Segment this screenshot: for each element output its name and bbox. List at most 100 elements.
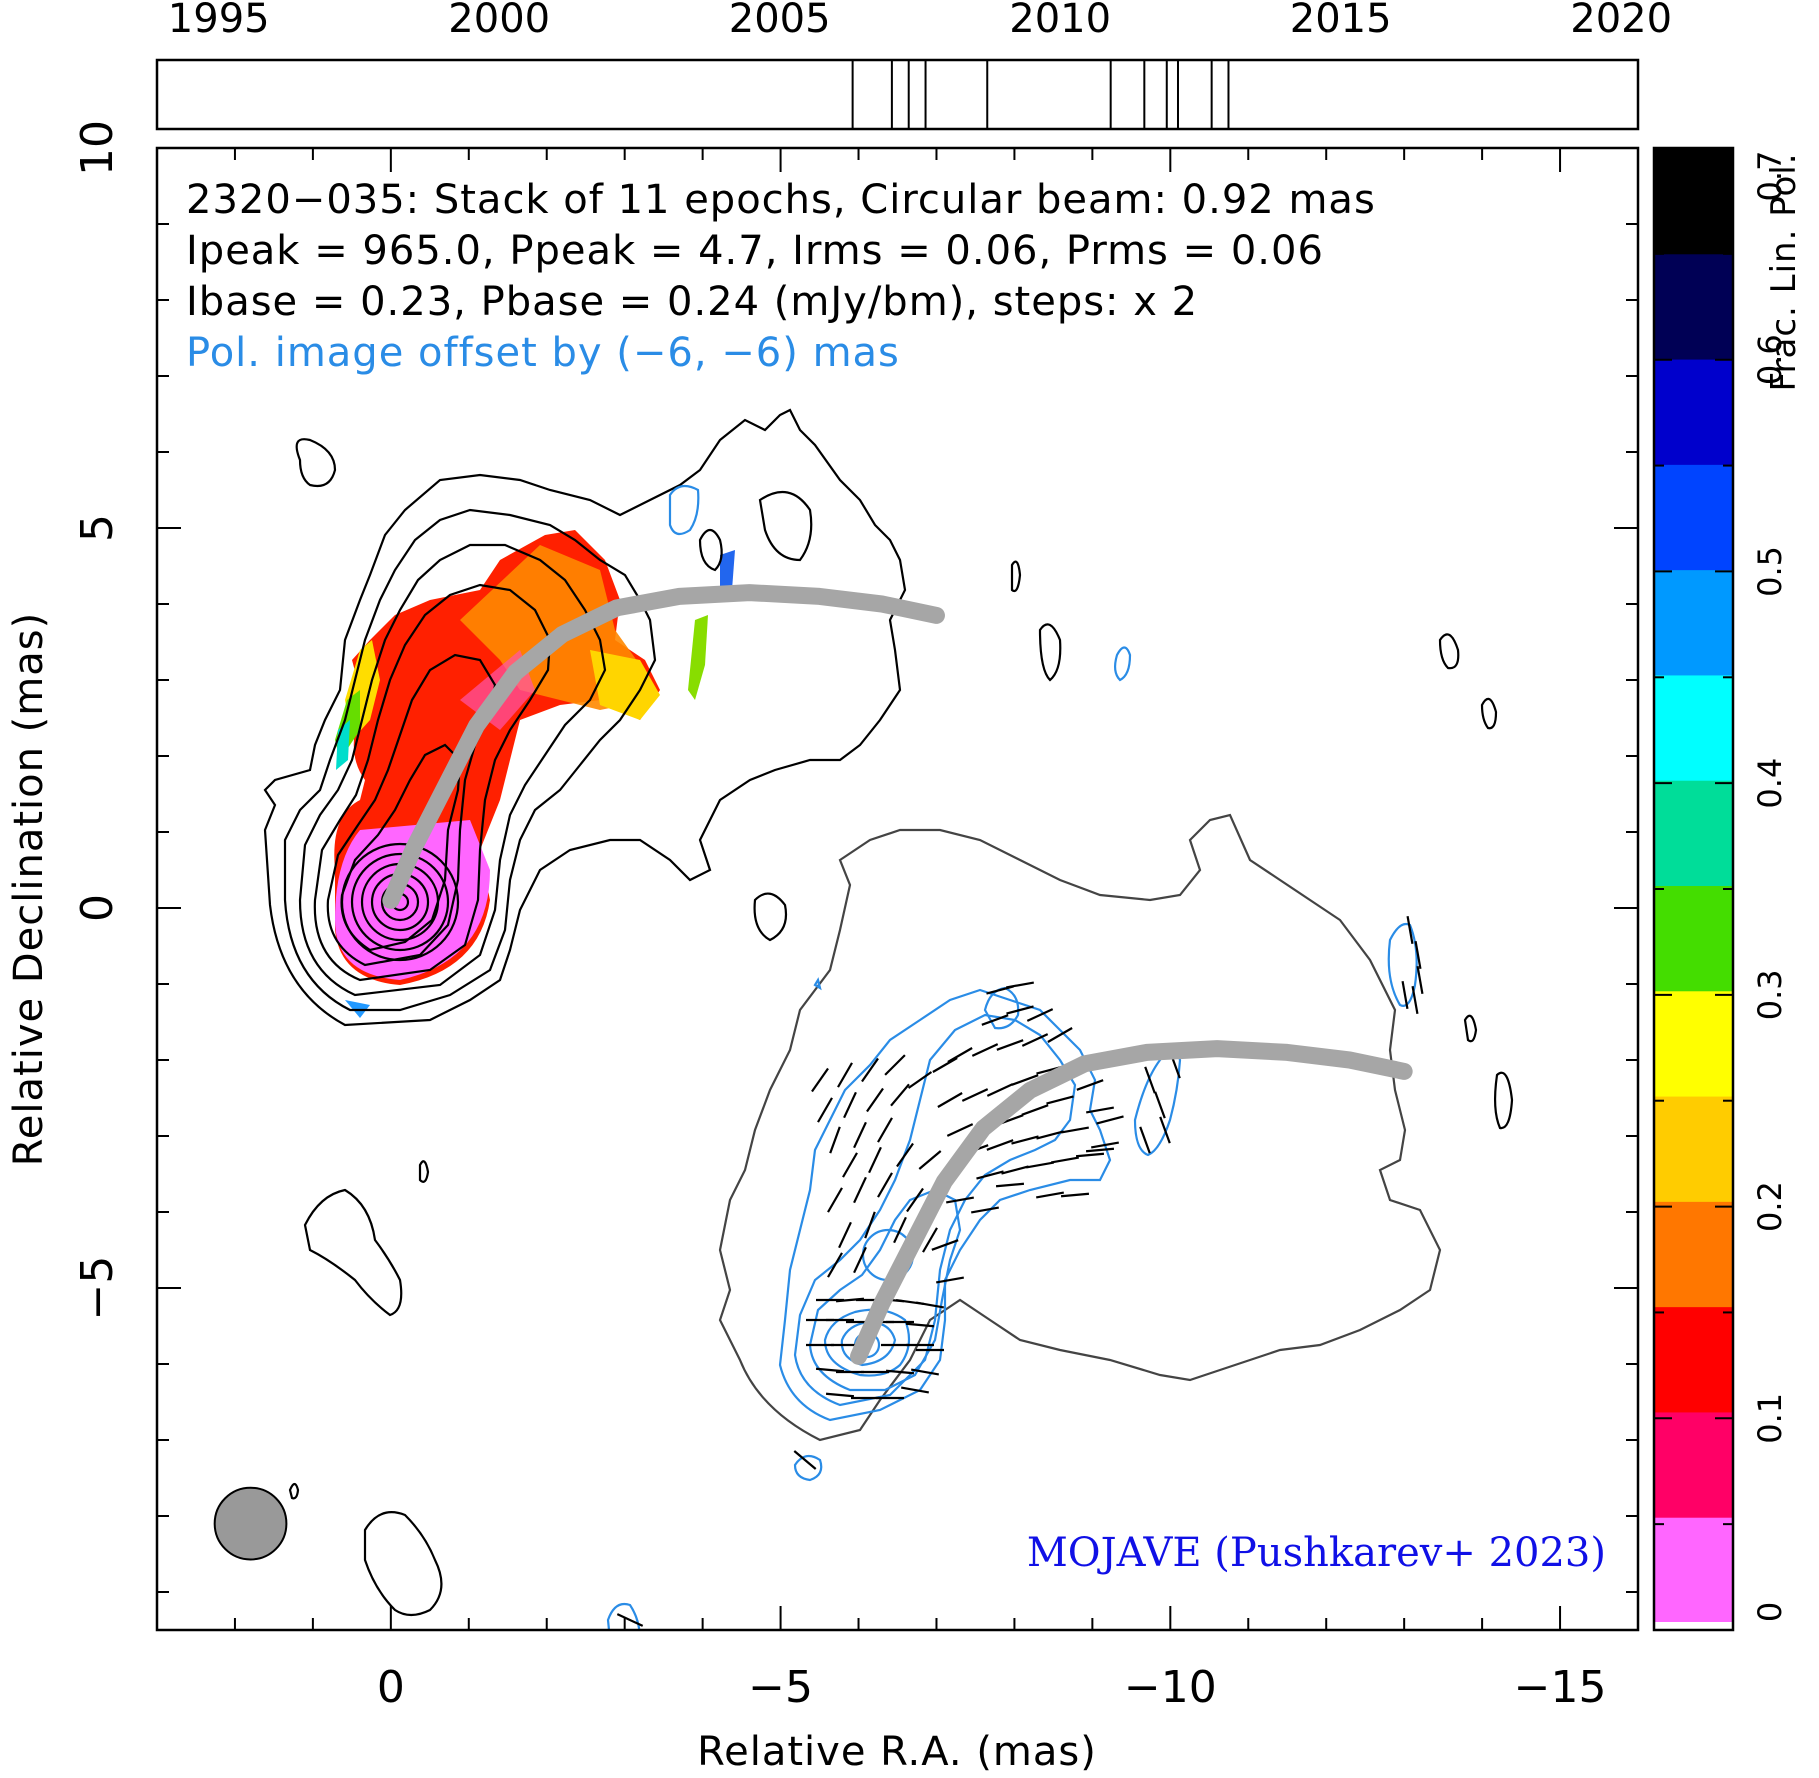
info-line-4: Pol. image offset by (−6, −6) mas	[186, 330, 900, 376]
credit-label: MOJAVE (Pushkarev+ 2023)	[1027, 1530, 1606, 1576]
evpa-stick	[947, 1047, 973, 1063]
timeline-year-labels: 1995 2000 2005 2010 2015 2020	[168, 0, 1672, 42]
colorbar-band	[1654, 674, 1733, 781]
evpa-stick	[838, 1221, 852, 1249]
evpa-stick	[877, 1117, 893, 1143]
colorbar-tick-label: 0.2	[1751, 1181, 1789, 1232]
colorbar-ticks	[1654, 147, 1733, 1631]
x-tick-label: −5	[748, 1662, 813, 1713]
colorbar-tick-label: 0.1	[1751, 1393, 1789, 1444]
evpa-stick	[815, 1367, 845, 1373]
evpa-stick	[1144, 1066, 1156, 1094]
evpa-stick	[817, 1097, 833, 1123]
evpa-stick	[937, 1092, 963, 1108]
restoring-beam	[213, 1486, 288, 1561]
evpa-stick	[971, 1043, 999, 1057]
evpa-stick	[1001, 1165, 1029, 1175]
evpa-stick	[946, 1123, 974, 1137]
evpa-stick	[827, 1187, 843, 1213]
evpa-stick	[1021, 1104, 1049, 1116]
colorbar-tick-label: 0.3	[1751, 969, 1789, 1020]
evpa-stick	[1076, 1079, 1104, 1091]
evpa-stick	[911, 1368, 939, 1376]
evpa-stick	[1047, 1027, 1073, 1043]
timeline-year-label: 2020	[1570, 0, 1672, 42]
evpa-stick	[1060, 1192, 1090, 1198]
evpa-stick	[1046, 1095, 1074, 1105]
evpa-stick	[986, 1083, 1014, 1097]
evpa-stick	[931, 1239, 959, 1251]
timeline-year-label: 1995	[168, 0, 270, 42]
evpa-stick	[1026, 1161, 1054, 1169]
evpa-stick	[1154, 1091, 1166, 1119]
evpa-stick	[861, 1057, 879, 1083]
y-axis-tick-labels: 10 5 0 −5	[72, 120, 123, 1320]
colorbar-tick-label: 0.5	[1751, 546, 1789, 597]
evpa-stick	[864, 1211, 876, 1239]
evpa-stick	[827, 1252, 843, 1278]
evpa-stick	[976, 1170, 1004, 1180]
colorbar-band	[1654, 885, 1733, 992]
evpa-stick	[1091, 1141, 1119, 1149]
evpa-stick	[866, 1087, 884, 1113]
evpa-stick	[1406, 916, 1414, 944]
colorbar-tick-label: 0	[1751, 1602, 1789, 1622]
evpa-stick	[906, 1187, 924, 1213]
evpa-stick	[893, 1216, 907, 1244]
evpa-stick	[853, 1246, 867, 1274]
colorbar-band	[1654, 1306, 1733, 1413]
evpa-stick	[996, 1039, 1024, 1051]
offset-intensity-outline	[718, 813, 1442, 1442]
evpa-stick	[916, 1301, 944, 1309]
colorbar-band	[1654, 569, 1733, 676]
evpa-stick	[936, 1276, 964, 1284]
evpa-stick	[1026, 1008, 1054, 1022]
info-line-3: Ibase = 0.23, Pbase = 0.24 (mJy/bm), ste…	[186, 279, 1198, 325]
evpa-stick	[885, 1369, 915, 1375]
evpa-stick	[1006, 1005, 1034, 1015]
x-tick-label: 0	[377, 1662, 405, 1713]
evpa-stick	[1139, 1126, 1151, 1154]
colorbar-label: Frac. Lin. Pol.	[1764, 152, 1804, 391]
evpa-stick	[995, 1182, 1025, 1188]
evpa-stick	[616, 1613, 644, 1627]
map-frame	[155, 146, 1640, 1632]
colorbar: 0 0.1 0.2 0.3 0.4 0.5 0.6 0.7 Frac. Lin. Pol.	[1652, 146, 1804, 1632]
evpa-stick	[1085, 1147, 1115, 1153]
evpa-stick	[1051, 1156, 1079, 1164]
x-axis-tick-labels: 0 −5 −10 −15	[377, 1662, 1607, 1713]
evpa-stick	[907, 1071, 933, 1089]
evpa-stick	[1021, 1033, 1049, 1047]
evpa-stick	[1011, 1074, 1039, 1086]
evpa-stick	[922, 1227, 938, 1253]
ridge-line	[382, 584, 945, 909]
x-tick-label: −15	[1514, 1662, 1607, 1713]
colorbar-tick-label: 0.6	[1751, 334, 1789, 385]
evpa-stick	[842, 1152, 858, 1178]
evpa-stick	[884, 1054, 906, 1076]
evpa-stick	[896, 1142, 914, 1168]
evpa-stick	[829, 1126, 841, 1154]
y-tick-label: 5	[72, 514, 123, 542]
y-tick-label: 10	[72, 120, 123, 176]
colorbar-band	[1654, 1200, 1733, 1308]
info-line-2: Ipeak = 965.0, Ppeak = 4.7, Irms = 0.06,…	[186, 228, 1324, 274]
evpa-stick	[961, 1088, 989, 1102]
evpa-stick	[1086, 1106, 1114, 1114]
colorbar-tick-label: 0.4	[1751, 758, 1789, 809]
colorbar-band	[1654, 253, 1733, 360]
evpa-stick	[1011, 1135, 1039, 1145]
evpa-stick	[981, 1014, 1009, 1026]
map-panel: 0 −5 −10 −15 10 5 0 −5 Relative R.A. (mas) Rel…	[6, 120, 1640, 1775]
colorbar-gradient	[1654, 148, 1733, 1630]
evpa-stick	[1061, 1126, 1089, 1134]
y-tick-label: 0	[72, 894, 123, 922]
total-intensity-contours	[263, 408, 1514, 1617]
evpa-stick	[932, 1057, 958, 1073]
evpa-stick	[946, 1196, 974, 1204]
evpa-stick	[901, 1386, 929, 1394]
evpa-stick	[1414, 941, 1422, 969]
evpa-stick	[1006, 981, 1034, 989]
evpa-stick	[868, 1146, 882, 1174]
